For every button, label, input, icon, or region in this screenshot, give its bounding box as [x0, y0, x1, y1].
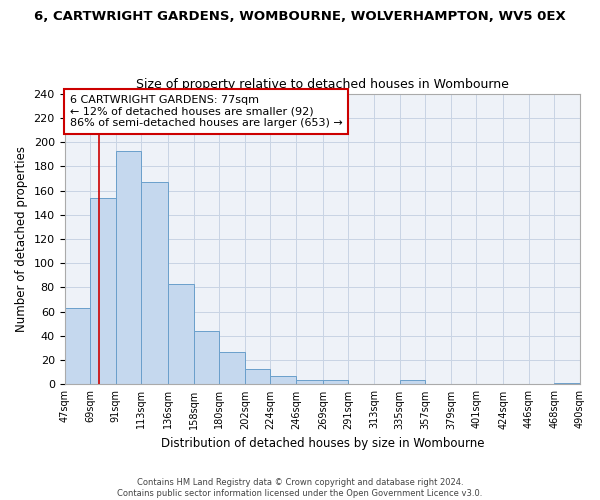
Bar: [194, 331, 219, 384]
Bar: [271, 376, 296, 384]
Bar: [323, 380, 349, 384]
Bar: [65, 308, 90, 384]
Text: 6 CARTWRIGHT GARDENS: 77sqm
← 12% of detached houses are smaller (92)
86% of sem: 6 CARTWRIGHT GARDENS: 77sqm ← 12% of det…: [70, 95, 343, 128]
X-axis label: Distribution of detached houses by size in Wombourne: Distribution of detached houses by size …: [161, 437, 484, 450]
Bar: [245, 368, 271, 384]
Bar: [296, 380, 323, 384]
Bar: [168, 284, 194, 384]
Bar: [90, 198, 116, 384]
Title: Size of property relative to detached houses in Wombourne: Size of property relative to detached ho…: [136, 78, 509, 91]
Y-axis label: Number of detached properties: Number of detached properties: [15, 146, 28, 332]
Bar: [142, 182, 168, 384]
Bar: [219, 352, 245, 384]
Text: Contains HM Land Registry data © Crown copyright and database right 2024.
Contai: Contains HM Land Registry data © Crown c…: [118, 478, 482, 498]
Text: 6, CARTWRIGHT GARDENS, WOMBOURNE, WOLVERHAMPTON, WV5 0EX: 6, CARTWRIGHT GARDENS, WOMBOURNE, WOLVER…: [34, 10, 566, 23]
Bar: [116, 150, 142, 384]
Bar: [400, 380, 425, 384]
Bar: [554, 383, 580, 384]
